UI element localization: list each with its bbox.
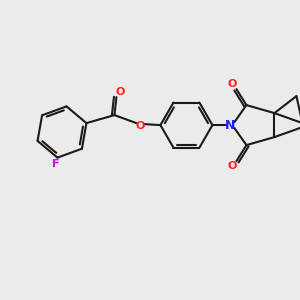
Text: O: O	[228, 79, 237, 89]
Text: F: F	[52, 159, 59, 169]
Text: O: O	[228, 161, 237, 171]
Text: O: O	[116, 87, 125, 97]
Text: O: O	[136, 121, 145, 131]
Text: N: N	[225, 118, 236, 132]
